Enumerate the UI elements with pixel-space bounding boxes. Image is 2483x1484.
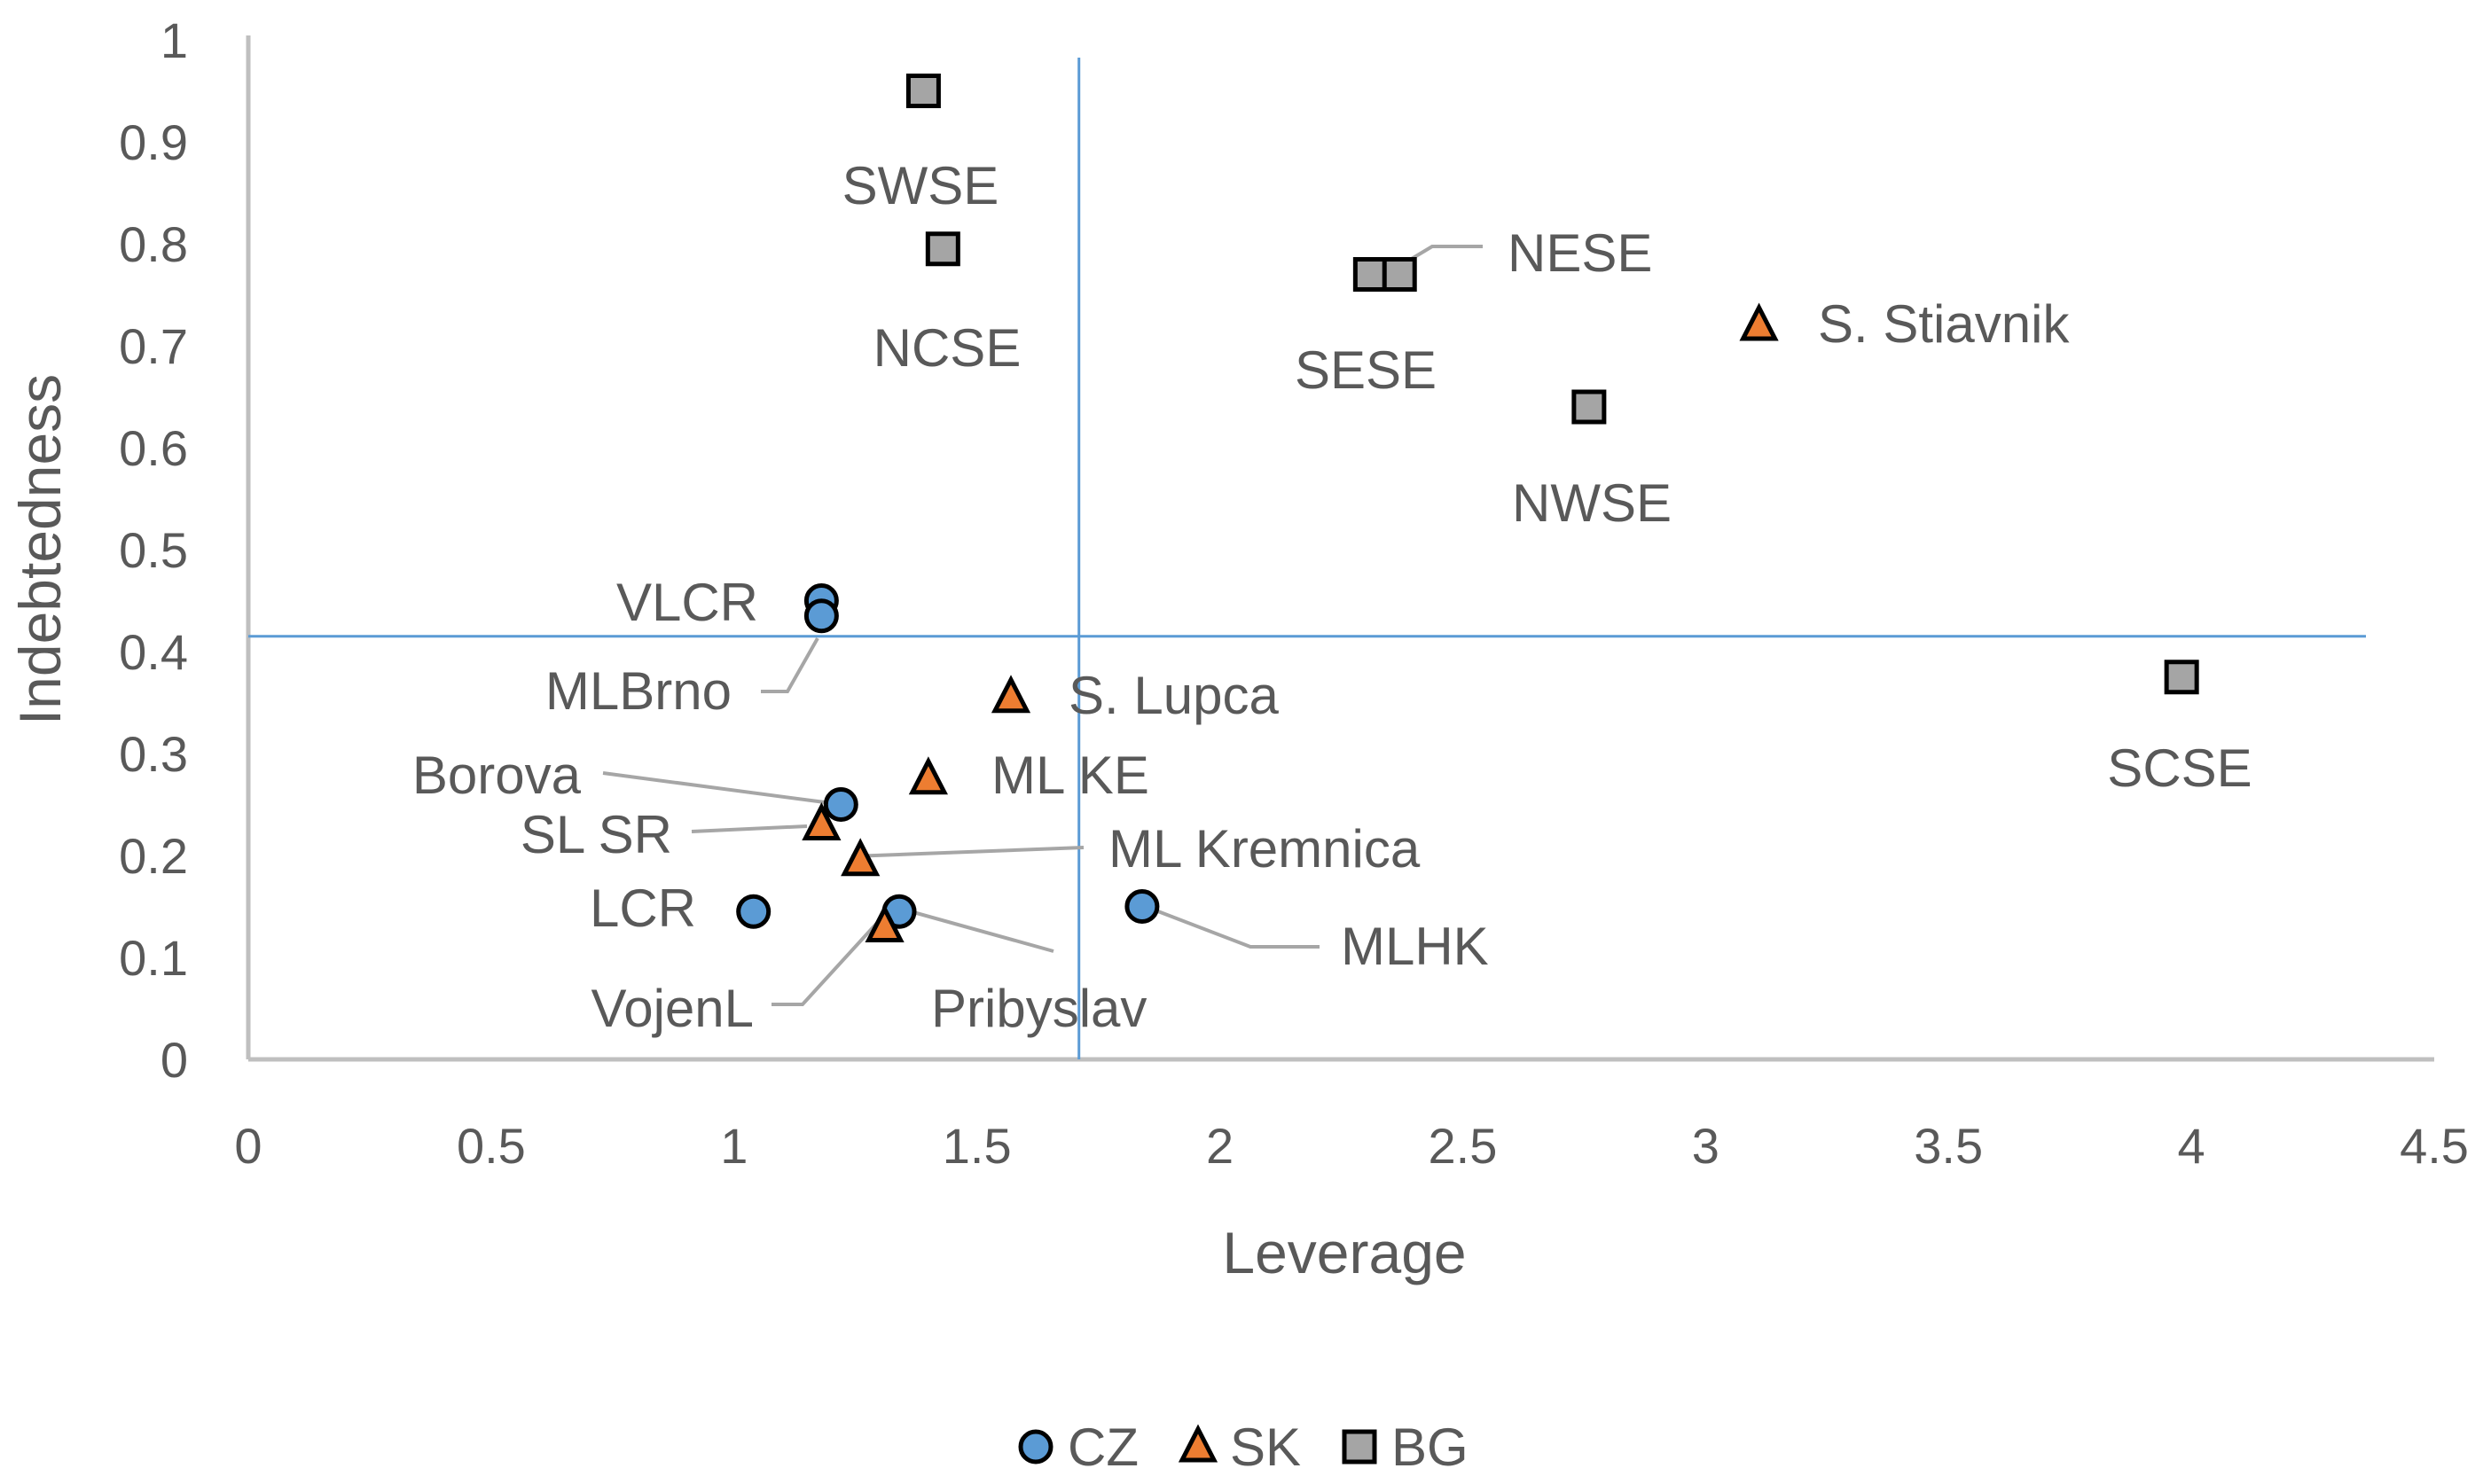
- y-axis-title: Indebtedness: [7, 374, 73, 725]
- leader-line: [772, 920, 880, 1006]
- y-tick-label: 1: [161, 12, 188, 68]
- y-tick-label: 0.4: [119, 624, 188, 680]
- point-bg: [1352, 257, 1388, 292]
- data-labels: VLCR MLBrno Borova LCR Pribyslav MLHK S. Stiav…: [412, 156, 2252, 1038]
- point-label: VojenL: [591, 979, 754, 1038]
- legend: CZ SK BG: [1018, 1418, 1469, 1477]
- x-tick-label: 3.5: [1914, 1118, 1983, 1174]
- legend-label-cz: CZ: [1068, 1418, 1139, 1477]
- x-tick-label: 1.5: [943, 1118, 1012, 1174]
- y-tick-label: 0.9: [119, 114, 188, 170]
- point-sk: [991, 675, 1031, 714]
- y-tick-label: 0.8: [119, 216, 188, 272]
- leader-line: [897, 906, 1054, 953]
- point-label: ML Kremnica: [1108, 819, 1421, 879]
- leader-line: [602, 771, 826, 804]
- data-points: [736, 74, 2199, 942]
- reference-lines: [248, 58, 2366, 1059]
- point-bg: [2164, 660, 2199, 695]
- y-tick-label: 0.7: [119, 318, 188, 374]
- x-axis-title: Leverage: [1222, 1220, 1466, 1285]
- legend-label-sk: SK: [1230, 1418, 1301, 1477]
- x-tick-label: 3: [1692, 1118, 1719, 1174]
- point-label: Borova: [412, 746, 582, 805]
- label-leader-lines: [602, 245, 1483, 1006]
- point-label: SL SR: [521, 805, 672, 864]
- y-tick-label: 0.3: [119, 726, 188, 782]
- x-tick-label: 2: [1206, 1118, 1234, 1174]
- point-label: SCSE: [2107, 738, 2252, 798]
- point-label: S. Stiavnik: [1818, 294, 2070, 354]
- point-bg: [925, 231, 960, 267]
- point-bg: [1571, 389, 1607, 425]
- y-tick-label: 0: [161, 1032, 188, 1088]
- x-tick-label: 4.5: [2400, 1118, 2469, 1174]
- axes: [246, 35, 2434, 1062]
- point-bg: [1382, 257, 1417, 292]
- point-label: MLHK: [1341, 917, 1489, 976]
- x-tick-label: 0.5: [457, 1118, 526, 1174]
- point-label: VLCR: [616, 573, 758, 632]
- point-sk: [865, 904, 905, 942]
- y-tick-label: 0.6: [119, 420, 188, 476]
- legend-marker-bg: [1342, 1429, 1377, 1464]
- leader-line: [850, 846, 1085, 858]
- tick-labels: 0 0.5 1 1.5 2 2.5 3 3.5 4 4.5 0 0.1 0.2 0.3 0.4 0.5 0.6 0…: [119, 12, 2469, 1174]
- legend-marker-sk: [1178, 1424, 1218, 1463]
- point-cz: [803, 598, 839, 634]
- point-sk: [1739, 302, 1779, 341]
- point-sk: [908, 756, 948, 795]
- point-cz: [823, 787, 858, 822]
- x-tick-label: 4: [2178, 1118, 2205, 1174]
- x-tick-label: 0: [234, 1118, 262, 1174]
- y-tick-label: 0.5: [119, 522, 188, 578]
- x-tick-label: 1: [720, 1118, 748, 1174]
- leader-line: [761, 637, 819, 693]
- point-label: NESE: [1508, 223, 1652, 283]
- point-cz: [1124, 889, 1160, 924]
- point-label: NCSE: [873, 318, 1022, 378]
- point-cz: [736, 894, 772, 929]
- legend-marker-cz: [1018, 1429, 1054, 1464]
- point-label: SESE: [1295, 340, 1437, 400]
- point-label: NWSE: [1512, 473, 1672, 533]
- point-label: S. Lupca: [1069, 666, 1279, 725]
- point-label: MLBrno: [545, 661, 732, 721]
- point-bg: [905, 74, 941, 108]
- y-tick-label: 0.2: [119, 828, 188, 884]
- x-tick-label: 2.5: [1429, 1118, 1498, 1174]
- point-label: SWSE: [842, 156, 999, 215]
- point-label: Pribyslav: [931, 979, 1147, 1038]
- point-sk: [802, 802, 842, 840]
- leader-line: [1139, 902, 1320, 949]
- point-label: LCR: [590, 879, 696, 938]
- legend-label-bg: BG: [1391, 1418, 1469, 1477]
- leader-line: [1408, 245, 1483, 262]
- point-label: ML KE: [991, 746, 1149, 805]
- y-tick-label: 0.1: [119, 930, 188, 986]
- leader-line: [691, 824, 808, 833]
- point-sk: [841, 838, 881, 877]
